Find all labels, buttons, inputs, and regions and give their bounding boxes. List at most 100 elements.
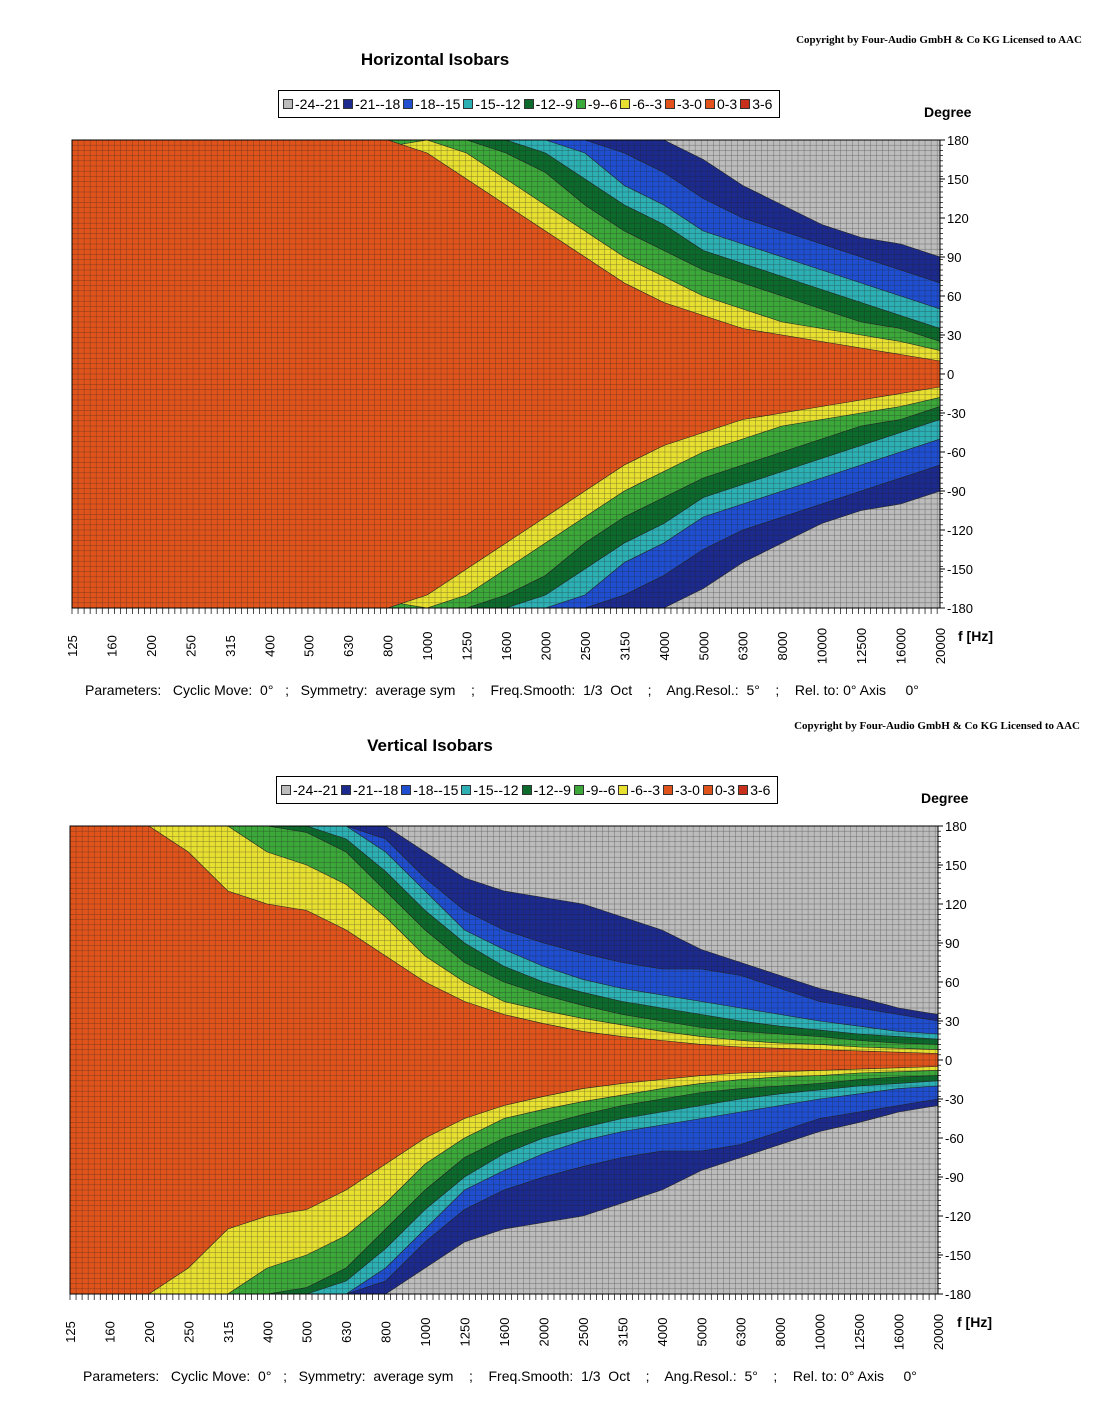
legend-swatch — [740, 99, 751, 109]
legend-label: -9--6 — [587, 96, 618, 112]
x-tick-label: 125 — [63, 1321, 78, 1343]
legend-entry: -21--18 — [341, 782, 398, 798]
x-tick-label: 16000 — [892, 1314, 907, 1350]
legend-swatch — [281, 785, 291, 795]
y-tick-label: -120 — [947, 523, 973, 538]
x-tick-label: 800 — [379, 1321, 394, 1343]
x-tick-label: 1250 — [460, 632, 475, 661]
y-tick-label: 180 — [945, 819, 967, 834]
legend: -24--21 -21--18 -18--15 -15--12 -12--9 -9--6-… — [276, 776, 779, 804]
x-tick-label: 10000 — [813, 1314, 828, 1350]
x-tick-label: 250 — [181, 1321, 196, 1343]
x-tick-label: 12500 — [854, 628, 869, 664]
y-tick-label: 90 — [945, 936, 959, 951]
legend-label: -3-0 — [677, 96, 702, 112]
legend-label: -3-0 — [675, 782, 700, 798]
legend-label: -6--3 — [630, 782, 661, 798]
x-tick-label: 250 — [183, 635, 198, 657]
legend-entry: -24--21 — [283, 96, 340, 112]
legend-swatch — [283, 99, 293, 109]
x-tick-label: 6300 — [734, 1318, 749, 1347]
x-tick-label: 630 — [339, 1321, 354, 1343]
isobar-plot: 180 150 120 90 60 30 0 -30 -60 -90 -120 -150 -180 125… — [65, 133, 973, 664]
isobar-plot: 180 150 120 90 60 30 0 -30 -60 -90 -120 -150 -180 125… — [63, 819, 971, 1350]
x-tick-label: 12500 — [852, 1314, 867, 1350]
x-axis-label: f [Hz] — [957, 1314, 992, 1330]
grid-mesh — [72, 140, 940, 608]
y-tick-label: 120 — [947, 211, 969, 226]
x-tick-label: 1600 — [499, 632, 514, 661]
legend: -24--21 -21--18 -18--15 -15--12 -12--9 -9--6-… — [278, 90, 781, 118]
legend-label: 3-6 — [750, 782, 771, 798]
y-axis-label: Degree — [924, 104, 972, 120]
y-tick-label: -120 — [945, 1209, 971, 1224]
legend-label: -18--15 — [415, 96, 461, 112]
y-tick-label: 90 — [947, 250, 961, 265]
x-tick-label: 400 — [262, 635, 277, 657]
y-tick-label: 150 — [945, 858, 967, 873]
legend-entry: -18--15 — [401, 782, 458, 798]
legend-entry: 3-6 — [738, 782, 770, 798]
legend-swatch — [704, 99, 715, 109]
x-tick-label: 5000 — [696, 632, 711, 661]
y-tick-label: 0 — [947, 367, 954, 382]
parameters-line: Parameters: Cyclic Move: 0° ; Symmetry: … — [85, 682, 919, 698]
grid-mesh — [70, 826, 938, 1294]
legend-swatch — [461, 785, 472, 795]
legend-swatch — [401, 785, 412, 795]
legend-swatch — [463, 99, 474, 109]
chart-title: Horizontal Isobars — [360, 50, 510, 69]
y-tick-label: 120 — [945, 897, 967, 912]
x-tick-label: 20000 — [931, 1314, 946, 1350]
legend-swatch — [573, 785, 584, 795]
legend-label: 3-6 — [752, 96, 773, 112]
legend-label: 0-3 — [716, 96, 738, 112]
x-tick-label: 630 — [341, 635, 356, 657]
y-tick-label: -60 — [945, 1131, 964, 1146]
x-tick-label: 400 — [260, 1321, 275, 1343]
x-tick-label: 2000 — [538, 632, 553, 661]
x-tick-label: 20000 — [933, 628, 948, 664]
legend-entry: -3-0 — [663, 782, 700, 798]
x-tick-label: 3150 — [615, 1318, 630, 1347]
x-tick-label: 2000 — [536, 1318, 551, 1347]
x-tick-label: 1600 — [497, 1318, 512, 1347]
x-tick-label: 160 — [104, 635, 119, 657]
horizontal-isobars-panel: Copyright by Four-Audio GmbH & Co KG Lic… — [0, 0, 1100, 698]
copyright-notice: Copyright by Four-Audio GmbH & Co KG Lic… — [794, 720, 1080, 732]
x-tick-label: 315 — [223, 635, 238, 657]
y-tick-label: -180 — [945, 1287, 971, 1302]
y-tick-label: -60 — [947, 445, 966, 460]
legend-entry: 0-3 — [702, 782, 736, 798]
y-tick-label: 0 — [945, 1053, 952, 1068]
legend-label: -21--18 — [355, 96, 401, 112]
y-tick-label: 60 — [947, 289, 961, 304]
x-tick-label: 500 — [302, 635, 317, 657]
x-tick-label: 1250 — [458, 1318, 473, 1347]
copyright-notice: Copyright by Four-Audio GmbH & Co KG Lic… — [796, 34, 1082, 46]
legend-swatch — [663, 785, 674, 795]
y-tick-label: 150 — [947, 172, 969, 187]
legend-entry: -12--9 — [523, 96, 573, 112]
legend-swatch — [521, 785, 532, 795]
legend-label: -21--18 — [353, 782, 399, 798]
x-tick-label: 315 — [221, 1321, 236, 1343]
parameters-line: Parameters: Cyclic Move: 0° ; Symmetry: … — [83, 1368, 917, 1384]
y-tick-label: 60 — [945, 975, 959, 990]
x-tick-label: 8000 — [775, 632, 790, 661]
x-tick-label: 4000 — [655, 1318, 670, 1347]
y-tick-label: -150 — [947, 562, 973, 577]
legend-label: 0-3 — [714, 782, 736, 798]
x-tick-label: 10000 — [815, 628, 830, 664]
legend-entry: 0-3 — [704, 96, 738, 112]
legend-swatch — [738, 785, 749, 795]
y-axis-label: Degree — [921, 790, 969, 806]
legend-swatch — [665, 99, 676, 109]
legend-entry: -21--18 — [343, 96, 400, 112]
x-tick-label: 8000 — [773, 1318, 788, 1347]
x-tick-label: 2500 — [576, 1318, 591, 1347]
y-tick-label: -90 — [947, 484, 966, 499]
legend-swatch — [620, 99, 631, 109]
legend-swatch — [403, 99, 414, 109]
y-tick-label: -90 — [945, 1170, 964, 1185]
